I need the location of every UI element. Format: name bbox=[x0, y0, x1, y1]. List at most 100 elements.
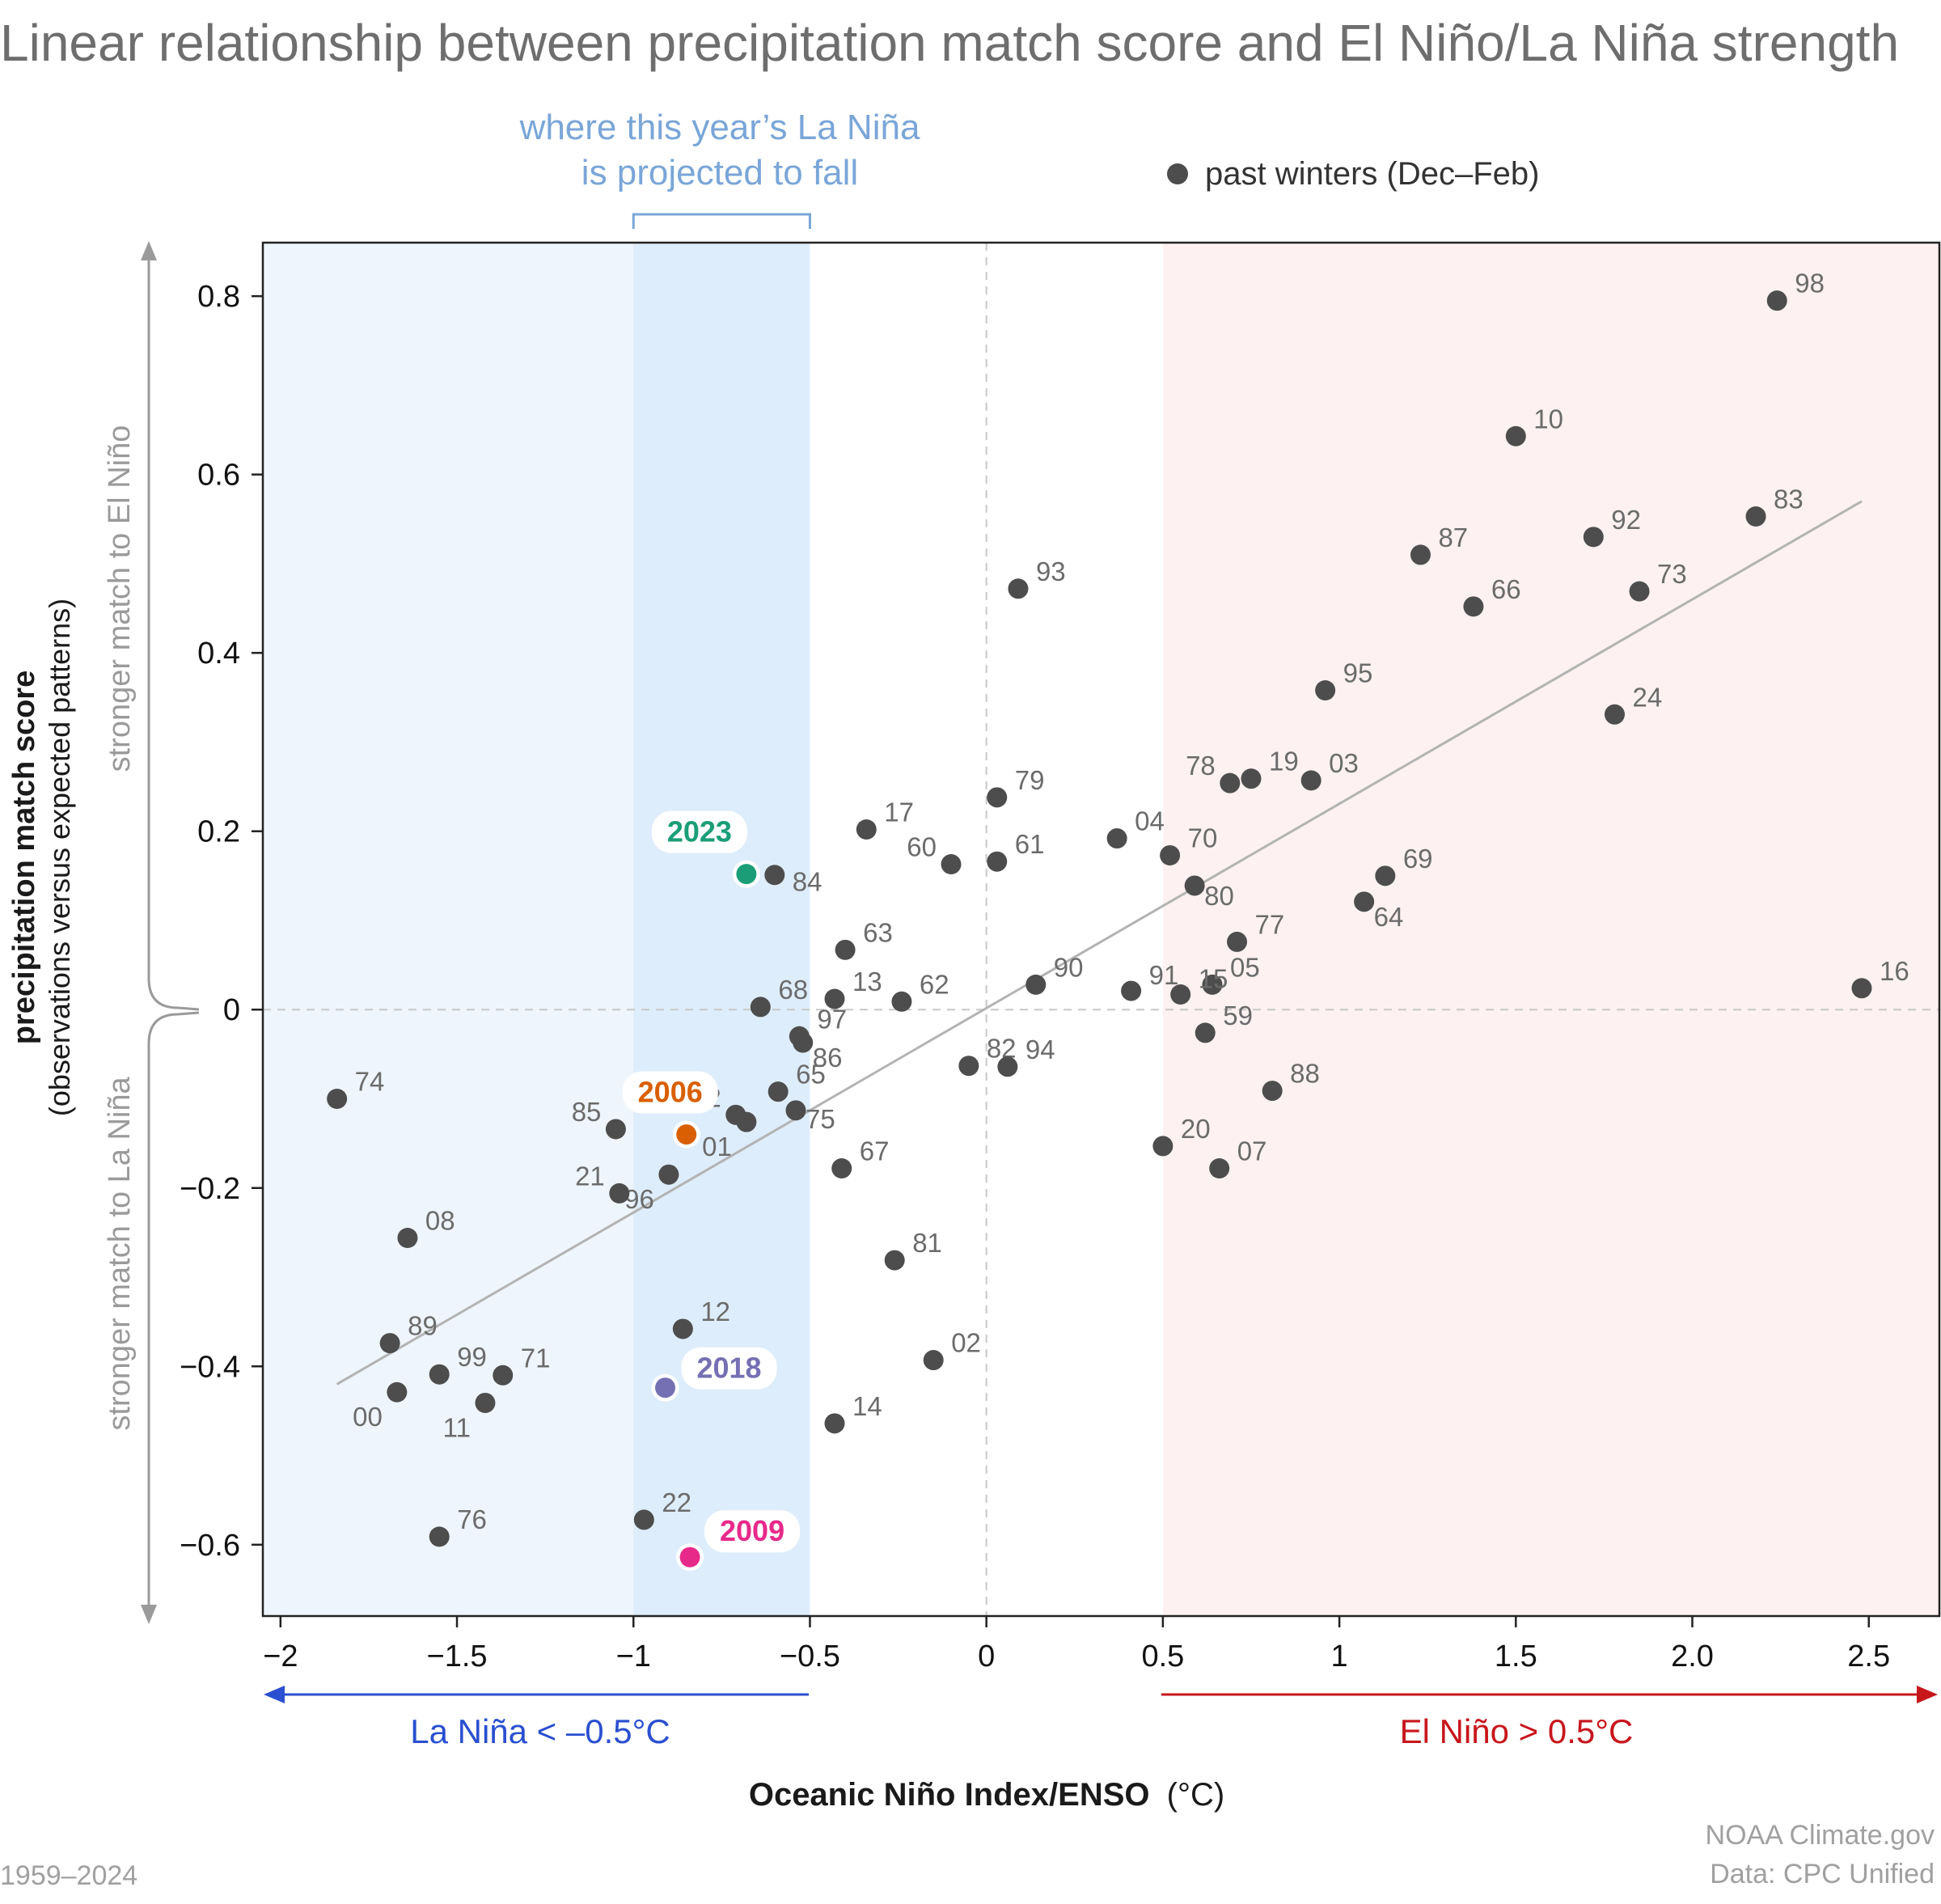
data-point bbox=[387, 1381, 408, 1403]
data-point bbox=[856, 819, 877, 840]
data-point-label: 94 bbox=[1025, 1035, 1055, 1064]
highlight-point bbox=[676, 1124, 697, 1145]
data-point-label: 63 bbox=[863, 917, 893, 947]
data-point-label: 70 bbox=[1188, 823, 1218, 853]
data-point bbox=[1375, 865, 1396, 886]
data-point-label: 65 bbox=[796, 1060, 826, 1090]
data-point-label: 07 bbox=[1237, 1136, 1267, 1166]
footer-source: NOAA Climate.gov bbox=[1706, 1820, 1935, 1851]
data-point bbox=[658, 1164, 679, 1185]
data-point-label: 89 bbox=[408, 1311, 438, 1341]
data-point bbox=[475, 1392, 496, 1413]
data-point bbox=[958, 1056, 979, 1077]
x-tick-label: −0.5 bbox=[780, 1640, 840, 1673]
data-point bbox=[1463, 596, 1484, 617]
data-point-label: 73 bbox=[1657, 559, 1687, 589]
data-point bbox=[609, 1183, 630, 1204]
data-point-label: 85 bbox=[572, 1097, 602, 1127]
data-point bbox=[835, 939, 856, 960]
data-point-label: 19 bbox=[1269, 747, 1299, 776]
data-point bbox=[750, 996, 771, 1018]
data-point bbox=[764, 865, 785, 886]
data-point-label: 00 bbox=[353, 1402, 383, 1432]
data-point bbox=[633, 1509, 654, 1530]
data-point bbox=[1160, 844, 1181, 865]
y-tick-label: 0.4 bbox=[197, 637, 240, 671]
highlighted-points: 2023 2006 2018 2009 bbox=[622, 810, 801, 1572]
data-point-label: 67 bbox=[860, 1136, 890, 1166]
data-point bbox=[1152, 1136, 1173, 1157]
data-point bbox=[605, 1119, 626, 1140]
data-point-label: 13 bbox=[852, 967, 882, 996]
data-point-label: 64 bbox=[1374, 902, 1404, 932]
highlight-label-bg bbox=[704, 1510, 801, 1553]
data-point bbox=[884, 1250, 905, 1271]
x-tick-label: 1.5 bbox=[1495, 1640, 1537, 1673]
data-point-label: 95 bbox=[1343, 658, 1373, 688]
highlight-label: 2023 bbox=[667, 815, 732, 848]
data-point bbox=[1121, 980, 1142, 1001]
y-tick-label: 0.6 bbox=[197, 459, 240, 493]
data-point-label: 75 bbox=[806, 1104, 835, 1134]
data-point bbox=[941, 854, 962, 875]
data-point bbox=[1766, 290, 1787, 311]
highlight-label-bg bbox=[681, 1347, 777, 1390]
data-point bbox=[1220, 772, 1241, 793]
data-point bbox=[1354, 891, 1375, 912]
data-point-label: 97 bbox=[817, 1004, 847, 1034]
highlight-point bbox=[655, 1377, 676, 1398]
y-side-label-lower: stronger match to La Niña bbox=[103, 1077, 137, 1431]
data-point bbox=[1202, 974, 1223, 995]
data-point-label: 79 bbox=[1015, 765, 1045, 795]
data-point bbox=[1106, 828, 1127, 849]
data-point bbox=[1184, 875, 1205, 896]
data-point bbox=[793, 1032, 814, 1053]
data-point-label: 08 bbox=[425, 1205, 455, 1235]
x-tick-label: −2 bbox=[263, 1640, 298, 1673]
x-axis-label-main: Oceanic Niño Index/ENSO bbox=[749, 1777, 1150, 1813]
plot-frame bbox=[261, 241, 1941, 1618]
highlight-label: 2009 bbox=[720, 1514, 784, 1547]
y-tick-label: 0 bbox=[223, 993, 240, 1027]
projection-bracket bbox=[632, 213, 811, 229]
data-point bbox=[785, 1100, 806, 1121]
y-side-bracket bbox=[147, 251, 200, 1614]
data-point-label: 20 bbox=[1181, 1114, 1211, 1144]
data-point bbox=[1300, 770, 1321, 791]
data-point-label: 59 bbox=[1223, 1001, 1253, 1030]
x-tick-label: −1.5 bbox=[427, 1640, 488, 1673]
x-tick-label: −1 bbox=[616, 1640, 651, 1673]
highlight-label-bg bbox=[651, 810, 747, 853]
data-point bbox=[1008, 578, 1029, 599]
data-point-label: 10 bbox=[1533, 404, 1563, 434]
data-point bbox=[1604, 704, 1625, 725]
x-tick-label: 2.5 bbox=[1847, 1640, 1890, 1673]
data-point bbox=[1025, 974, 1047, 995]
y-tick-label: −0.6 bbox=[180, 1529, 240, 1563]
data-point-label: 17 bbox=[884, 798, 914, 827]
data-point-label: 24 bbox=[1632, 682, 1662, 712]
footer-years: 1959–2024 bbox=[0, 1860, 137, 1891]
data-point-label: 74 bbox=[355, 1066, 385, 1096]
x-tick-label: 1 bbox=[1331, 1640, 1348, 1673]
data-point bbox=[1410, 544, 1431, 565]
data-point-label: 90 bbox=[1054, 952, 1084, 982]
data-point bbox=[672, 1318, 693, 1339]
data-point-label: 05 bbox=[1230, 952, 1260, 982]
data-point-label: 04 bbox=[1135, 806, 1165, 836]
data-point-label: 83 bbox=[1774, 484, 1804, 514]
data-point bbox=[1583, 527, 1604, 548]
projection-label-line2: is projected to fall bbox=[581, 153, 858, 193]
chart-title: Linear relationship between precipitatio… bbox=[0, 14, 1899, 72]
data-point-label: 21 bbox=[575, 1161, 605, 1191]
data-point-label: 14 bbox=[852, 1391, 882, 1421]
data-point bbox=[397, 1227, 418, 1248]
axis-ticks: −2 −1.5 −1 −0.5 0 0.5 1 1.5 2.0 2.5 0.8 0.6 0.4 0.2 0 −… bbox=[180, 280, 1890, 1673]
data-points: 98 10 83 92 87 73 93 66 95 24 78 19 03 79 17 04 70 60 61 84… bbox=[327, 269, 1909, 1547]
data-point-label: 61 bbox=[1015, 829, 1045, 859]
data-point bbox=[987, 787, 1008, 808]
data-point bbox=[831, 1157, 852, 1178]
data-point bbox=[493, 1365, 514, 1386]
data-point-label: 78 bbox=[1186, 751, 1216, 781]
